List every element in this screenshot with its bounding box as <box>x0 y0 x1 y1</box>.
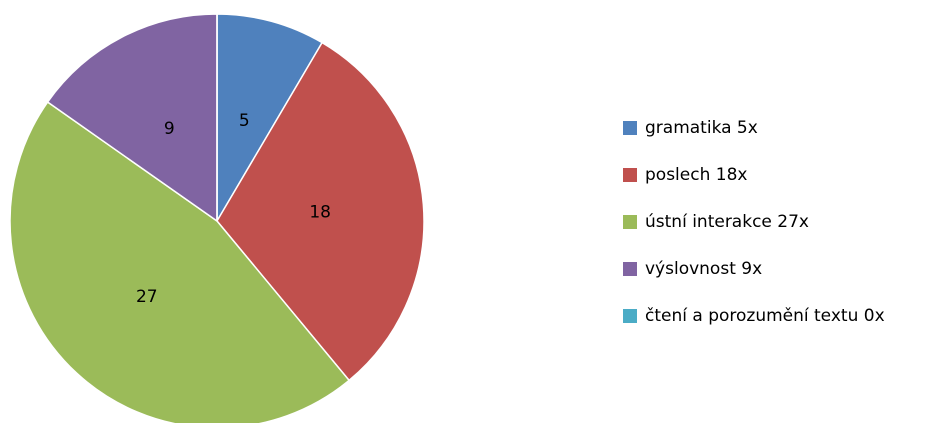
data-label: 27 <box>136 287 158 307</box>
legend-label: ústní interakce 27x <box>645 212 809 232</box>
legend-swatch <box>623 168 637 182</box>
data-label: 9 <box>164 119 175 139</box>
legend-swatch <box>623 262 637 276</box>
legend-swatch <box>623 215 637 229</box>
legend-label: poslech 18x <box>645 165 747 185</box>
legend-swatch <box>623 309 637 323</box>
legend-label: výslovnost 9x <box>645 259 762 279</box>
pie-slice <box>9 100 351 423</box>
pie-slice <box>216 41 425 382</box>
legend-label: gramatika 5x <box>645 118 758 138</box>
pie-slice <box>46 13 218 223</box>
pie-slice <box>216 13 324 224</box>
legend-swatch <box>623 121 637 135</box>
data-label: 5 <box>239 111 250 131</box>
data-label: 18 <box>309 203 331 223</box>
legend-label: čtení a porozumění textu 0x <box>645 306 885 326</box>
